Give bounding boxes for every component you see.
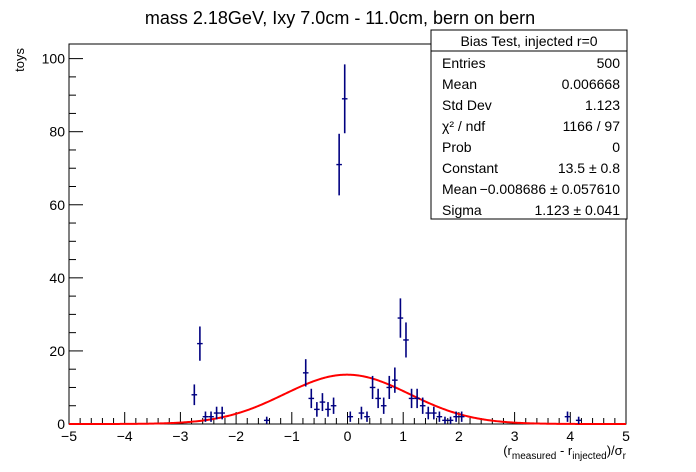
y-axis: 0 20 40 60 80 100: [42, 51, 83, 432]
hist-point: [392, 367, 398, 393]
y-tick-label: 60: [49, 197, 65, 213]
stats-row-value: 1.123 ± 0.041: [534, 202, 620, 218]
x-axis: −5 −4 −3 −2 −1 0 1 2 3 4 5: [61, 412, 630, 444]
x-tick-label: −4: [117, 428, 133, 444]
x-tick-label: 2: [455, 428, 463, 444]
histogram-layer: [191, 64, 582, 424]
hist-point: [453, 411, 459, 422]
stats-row-label: Mean: [442, 181, 477, 197]
stats-row-value: 1.123: [585, 97, 620, 113]
stats-row-label: χ² / ndf: [442, 118, 485, 134]
stats-row-value: 0.006668: [562, 76, 621, 92]
y-tick-label: 40: [49, 270, 65, 286]
hist-point: [208, 411, 214, 422]
hist-point: [341, 64, 348, 134]
hist-point: [436, 411, 443, 422]
chart-title: mass 2.18GeV, Ixy 7.0cm - 11.0cm, bern o…: [145, 8, 535, 28]
hist-point: [575, 416, 582, 424]
stats-row-value: −0.008686 ± 0.057610: [480, 181, 621, 197]
hist-point: [213, 406, 220, 420]
x-label-close: )/σ: [607, 443, 623, 458]
hist-point: [358, 406, 365, 420]
stats-row-label: Sigma: [442, 202, 482, 218]
hist-point: [458, 411, 465, 422]
hist-point: [263, 416, 270, 424]
hist-point: [319, 393, 326, 412]
stats-row-value: 13.5 ± 0.8: [558, 160, 620, 176]
stats-row-label: Std Dev: [442, 97, 492, 113]
hist-point: [314, 402, 320, 417]
hist-point: [414, 388, 420, 409]
stats-box: Bias Test, injected r=0 Entries 500 Mean 0.…: [430, 29, 628, 220]
y-tick-label: 100: [42, 51, 66, 67]
stats-row-value: 1166 / 97: [563, 118, 621, 134]
hist-point: [336, 133, 342, 196]
hist-point: [347, 411, 354, 422]
x-label-sub-injected: injected: [572, 451, 606, 462]
x-label-open: (r: [503, 443, 512, 458]
stats-rows: Entries 500 Mean 0.006668 Std Dev 1.123 χ² / n…: [442, 55, 620, 218]
stats-row-value: 500: [597, 55, 621, 71]
hist-point: [330, 397, 337, 414]
x-label-mid: - r: [556, 443, 573, 458]
y-axis-label: toys: [12, 48, 27, 72]
stats-row-label: Constant: [442, 160, 498, 176]
hist-point: [202, 411, 209, 422]
stats-row-label: Prob: [442, 139, 472, 155]
hist-point: [419, 397, 426, 414]
y-tick-label: 0: [57, 416, 65, 432]
hist-point: [386, 375, 393, 400]
x-axis-label: (rmeasured - rinjected)/σr: [503, 443, 626, 462]
x-tick-label: 5: [622, 428, 630, 444]
x-tick-label: 4: [566, 428, 574, 444]
hist-point: [375, 388, 381, 409]
hist-point: [302, 359, 309, 387]
stats-row-value: 0: [612, 139, 620, 155]
hist-point: [408, 388, 415, 409]
x-tick-label: 0: [344, 428, 352, 444]
stats-frame: [430, 29, 628, 220]
stats-row-label: Mean: [442, 76, 477, 92]
hist-point: [197, 326, 203, 361]
hist-point: [425, 406, 432, 420]
fit-layer: [69, 373, 626, 425]
hist-point: [308, 388, 315, 409]
hist-point: [191, 384, 198, 406]
stats-title: Bias Test, injected r=0: [460, 33, 597, 49]
hist-point: [403, 322, 409, 358]
y-tick-label: 80: [49, 124, 65, 140]
hist-point: [380, 397, 387, 414]
x-tick-label: 1: [399, 428, 407, 444]
gaussian-fit-curve: [69, 373, 626, 425]
x-tick-label: −3: [172, 428, 188, 444]
x-tick-label: −2: [228, 428, 244, 444]
x-tick-label: 3: [511, 428, 519, 444]
hist-point: [564, 411, 571, 422]
hist-point: [431, 406, 437, 420]
hist-point: [364, 411, 370, 422]
hist-point: [447, 416, 454, 424]
hist-point: [397, 298, 404, 338]
hist-point: [442, 416, 448, 424]
hist-point: [369, 375, 376, 400]
x-label-sub-r: r: [623, 451, 627, 462]
hist-point: [219, 406, 225, 420]
x-tick-label: −5: [61, 428, 77, 444]
x-tick-label: −1: [284, 428, 300, 444]
y-tick-label: 20: [49, 343, 65, 359]
x-label-sub-measured: measured: [512, 451, 556, 462]
stats-row-label: Entries: [442, 55, 486, 71]
hist-point: [325, 402, 331, 417]
